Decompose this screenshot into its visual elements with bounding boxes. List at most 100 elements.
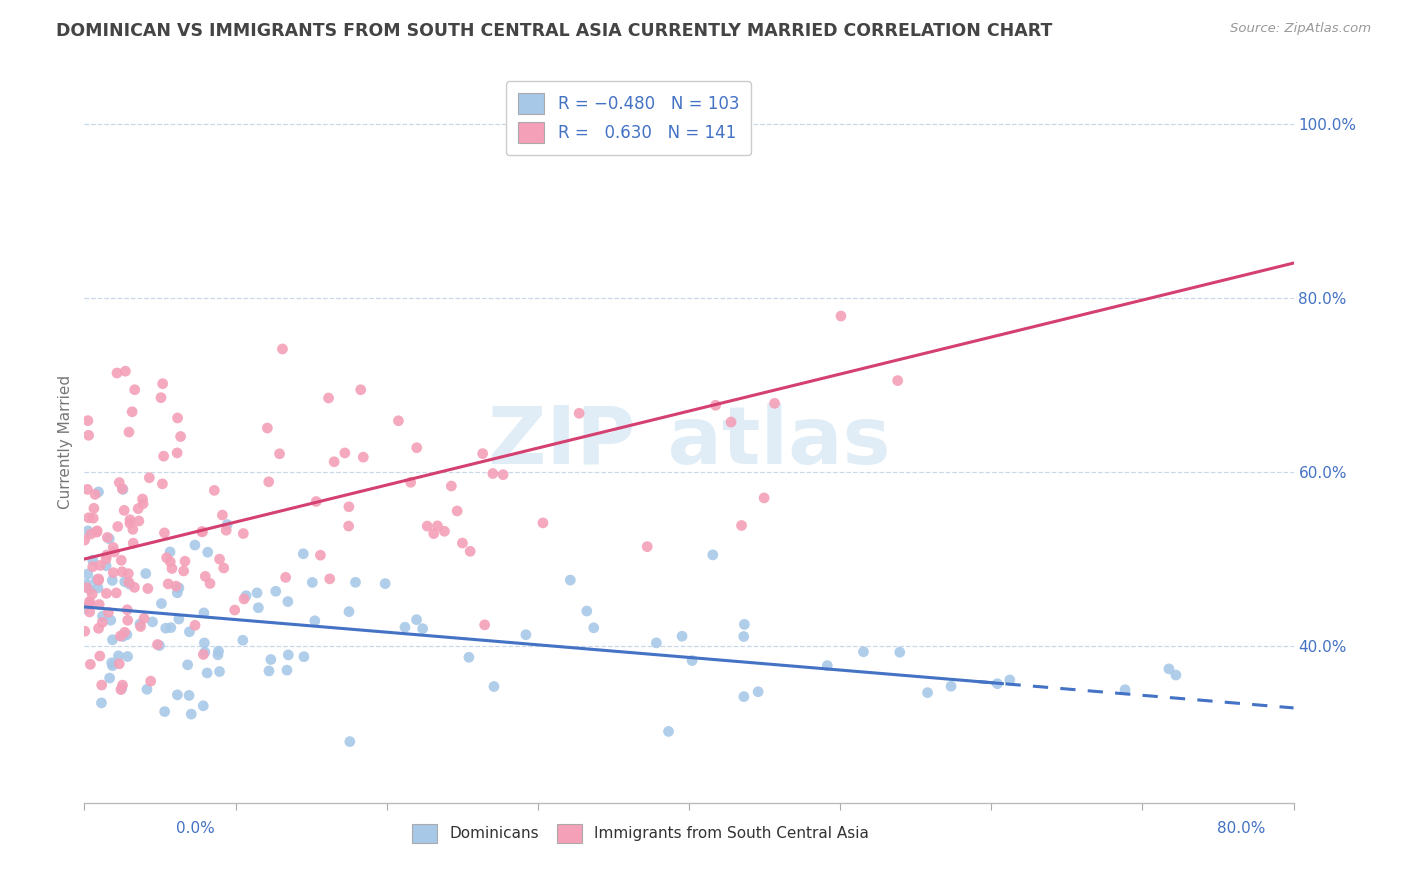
Point (344, 575, 367, 590)
Point (645, 636, 668, 650)
Point (146, 638, 169, 652)
Point (114, 364, 136, 378)
Point (155, 550, 177, 565)
Point (76, 566, 98, 581)
Point (208, 552, 231, 566)
Point (257, 475, 280, 489)
Point (117, 649, 139, 664)
Point (76, 581, 98, 595)
Point (87, 572, 110, 586)
Point (939, 679, 962, 693)
Point (399, 475, 422, 490)
Point (232, 526, 254, 541)
Point (702, 548, 724, 562)
Point (131, 491, 153, 506)
Point (117, 566, 139, 581)
Point (215, 523, 238, 537)
Point (90, 696, 112, 710)
Point (167, 581, 190, 595)
Point (180, 707, 202, 722)
Point (301, 575, 323, 590)
Point (122, 536, 145, 550)
Point (374, 576, 396, 591)
Point (82, 559, 104, 574)
Point (73, 624, 96, 639)
Point (87, 581, 110, 595)
Point (166, 411, 188, 425)
Point (118, 425, 141, 439)
Point (422, 526, 444, 541)
Point (141, 615, 163, 629)
Point (277, 648, 299, 662)
Point (97, 605, 120, 619)
Point (111, 629, 134, 643)
Point (815, 658, 838, 673)
Point (246, 586, 269, 600)
Point (720, 415, 742, 429)
Point (515, 628, 537, 642)
Point (889, 645, 911, 659)
Point (105, 366, 128, 380)
Point (86, 574, 108, 588)
Point (87, 621, 110, 635)
Point (132, 497, 155, 511)
Point (86, 524, 108, 539)
Point (458, 544, 481, 558)
Point (337, 500, 360, 514)
Point (166, 586, 188, 600)
Point (304, 614, 326, 628)
Point (305, 494, 328, 508)
Point (132, 611, 155, 625)
Point (337, 605, 360, 619)
Point (150, 597, 173, 611)
Point (96, 531, 118, 545)
Point (138, 471, 160, 485)
Point (292, 547, 315, 561)
Point (86, 524, 108, 539)
Point (101, 658, 124, 673)
Point (582, 621, 605, 635)
Point (96, 586, 118, 600)
Point (86, 524, 108, 538)
Point (337, 519, 360, 533)
Point (155, 621, 177, 635)
Point (127, 501, 149, 516)
Point (91, 615, 114, 630)
Point (110, 682, 132, 697)
Point (457, 650, 479, 665)
Point (107, 519, 129, 533)
Point (80, 527, 103, 541)
Point (159, 555, 181, 569)
Point (277, 594, 299, 608)
Point (1164, 668, 1187, 682)
Point (405, 613, 427, 627)
Point (111, 483, 134, 497)
Point (77, 510, 100, 524)
Point (681, 654, 703, 668)
Point (276, 663, 298, 677)
Point (394, 620, 416, 634)
Point (318, 391, 340, 405)
Point (111, 678, 134, 692)
Y-axis label: Currently Married: Currently Married (58, 375, 73, 508)
Point (160, 621, 183, 635)
Point (194, 569, 217, 583)
Point (350, 383, 373, 397)
Point (319, 572, 342, 586)
Point (87, 485, 110, 500)
Point (531, 516, 554, 530)
Point (105, 586, 128, 600)
Point (191, 524, 214, 539)
Point (118, 516, 141, 531)
Point (917, 685, 939, 699)
Point (747, 684, 769, 698)
Point (451, 536, 474, 550)
Point (636, 540, 658, 554)
Point (121, 405, 143, 419)
Point (153, 705, 176, 719)
Point (128, 514, 150, 528)
Point (100, 656, 122, 670)
Point (89, 648, 111, 663)
Point (79, 657, 101, 672)
Point (704, 398, 727, 412)
